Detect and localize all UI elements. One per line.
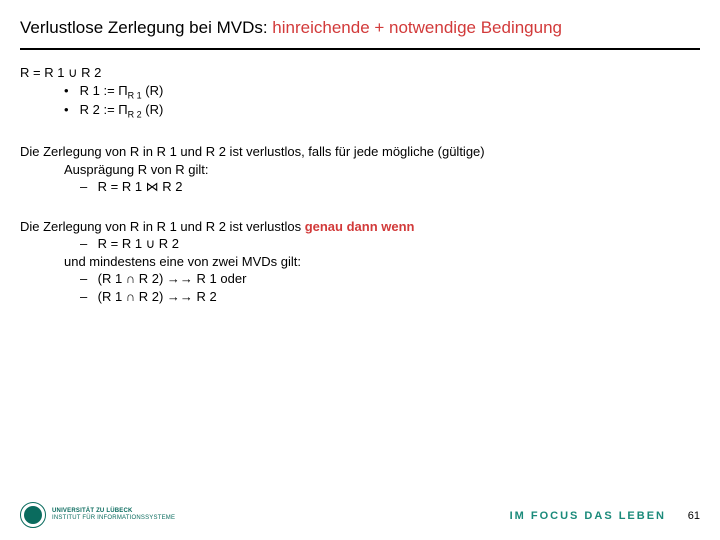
section-decomposition-def: R = R 1 ∪ R 2 • R 1 := ΠR 1 (R) • R 2 :=… bbox=[20, 64, 700, 121]
slide-footer: UNIVERSITÄT ZU LÜBECK INSTITUT FÜR INFOR… bbox=[0, 490, 720, 540]
uni-line2: INSTITUT FÜR INFORMATIONSSYSTEME bbox=[52, 515, 175, 522]
dash-text: R = R 1 ⋈ R 2 bbox=[98, 179, 183, 194]
def-line: R = R 1 ∪ R 2 bbox=[20, 64, 700, 82]
bullet-sub: R 1 bbox=[128, 90, 142, 100]
slide-title: Verlustlose Zerlegung bei MVDs: hinreich… bbox=[20, 18, 700, 38]
bullet-icon: • bbox=[64, 82, 76, 100]
dash-icon: – bbox=[80, 178, 94, 196]
title-highlight: hinreichende + notwendige Bedingung bbox=[272, 18, 562, 37]
slide-body: R = R 1 ∪ R 2 • R 1 := ΠR 1 (R) • R 2 :=… bbox=[20, 64, 700, 327]
section-iff-condition: Die Zerlegung von R in R 1 und R 2 ist v… bbox=[20, 218, 700, 306]
university-logo: UNIVERSITÄT ZU LÜBECK INSTITUT FÜR INFOR… bbox=[20, 502, 175, 528]
logo-seal-icon bbox=[20, 502, 46, 528]
dash-text: R = R 1 ∪ R 2 bbox=[98, 236, 179, 251]
bullet-item: • R 2 := ΠR 2 (R) bbox=[64, 101, 700, 121]
para-line1: Die Zerlegung von R in R 1 und R 2 ist v… bbox=[20, 143, 700, 161]
title-rule bbox=[20, 48, 700, 50]
dash-icon: – bbox=[80, 288, 94, 306]
footer-tagline: IM FOCUS DAS LEBEN bbox=[510, 510, 666, 522]
bullet-rhs: (R) bbox=[142, 102, 164, 117]
logo-text: UNIVERSITÄT ZU LÜBECK INSTITUT FÜR INFOR… bbox=[52, 508, 175, 521]
intro-pre: Die Zerlegung von R in R 1 und R 2 ist v… bbox=[20, 219, 305, 234]
bullet-lhs: R 2 := Π bbox=[80, 102, 128, 117]
dash-text: (R 1 ∩ R 2) →→ R 2 bbox=[98, 289, 217, 304]
page-number: 61 bbox=[688, 510, 700, 522]
bullet-lhs: R 1 := Π bbox=[80, 83, 128, 98]
intro-highlight: genau dann wenn bbox=[305, 219, 415, 234]
dash-icon: – bbox=[80, 235, 94, 253]
bullet-icon: • bbox=[64, 101, 76, 119]
dash-icon: – bbox=[80, 270, 94, 288]
dash-text: (R 1 ∩ R 2) →→ R 1 oder bbox=[98, 271, 247, 286]
dash-item: – R = R 1 ∪ R 2 bbox=[80, 235, 700, 253]
dash-item: – R = R 1 ⋈ R 2 bbox=[80, 178, 700, 196]
bullet-sub: R 2 bbox=[128, 110, 142, 120]
dash-item: – (R 1 ∩ R 2) →→ R 2 bbox=[80, 288, 700, 306]
title-prefix: Verlustlose Zerlegung bei MVDs: bbox=[20, 18, 272, 37]
bullet-rhs: (R) bbox=[142, 83, 164, 98]
intro-line: Die Zerlegung von R in R 1 und R 2 ist v… bbox=[20, 218, 700, 236]
slide: Verlustlose Zerlegung bei MVDs: hinreich… bbox=[0, 0, 720, 540]
mid-line: und mindestens eine von zwei MVDs gilt: bbox=[64, 253, 700, 271]
bullet-item: • R 1 := ΠR 1 (R) bbox=[64, 82, 700, 102]
dash-item: – (R 1 ∩ R 2) →→ R 1 oder bbox=[80, 270, 700, 288]
logo-seal-inner bbox=[24, 506, 42, 524]
section-lossless-condition: Die Zerlegung von R in R 1 und R 2 ist v… bbox=[20, 143, 700, 196]
para-line2: Ausprägung R von R gilt: bbox=[64, 161, 700, 179]
uni-line1: UNIVERSITÄT ZU LÜBECK bbox=[52, 508, 175, 515]
